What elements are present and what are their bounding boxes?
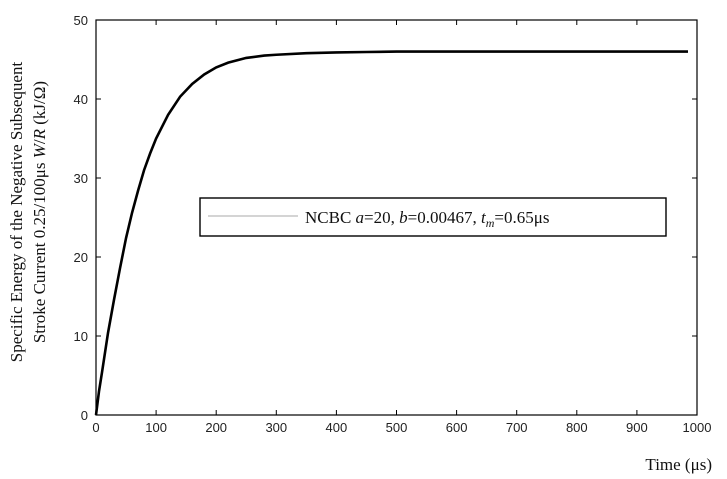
y-tick-label: 0 — [81, 408, 88, 423]
legend-box — [199, 197, 667, 237]
x-tick-label: 200 — [205, 420, 227, 435]
x-tick-label: 900 — [626, 420, 648, 435]
y-axis-title: Specific Energy of the Negative Subseque… — [7, 62, 49, 363]
y-axis-title-line1: Specific Energy of the Negative Subseque… — [7, 62, 26, 363]
x-tick-label: 1000 — [683, 420, 712, 435]
x-tick-label: 100 — [145, 420, 167, 435]
x-axis-title: Time (μs) — [645, 455, 712, 474]
series-line — [94, 50, 688, 416]
y-tick-label: 50 — [74, 13, 88, 28]
y-tick-label: 40 — [74, 92, 88, 107]
y-axis-ticks: 0 10 20 30 40 50 — [74, 13, 697, 423]
x-tick-label: 400 — [326, 420, 348, 435]
legend: NCBC a=20, b=0.00467, tm=0.65μs — [199, 197, 667, 237]
y-tick-label: 30 — [74, 171, 88, 186]
x-tick-label: 0 — [92, 420, 99, 435]
x-tick-label: 500 — [386, 420, 408, 435]
x-tick-label: 700 — [506, 420, 528, 435]
legend-label: NCBC a=20, b=0.00467, tm=0.65μs — [305, 208, 549, 230]
x-tick-label: 300 — [265, 420, 287, 435]
x-axis-ticks: 0 100 200 300 400 500 600 700 800 900 1000 — [92, 20, 711, 435]
x-tick-label: 800 — [566, 420, 588, 435]
x-tick-label: 600 — [446, 420, 468, 435]
y-tick-label: 10 — [74, 329, 88, 344]
y-axis-title-line2: Stroke Current 0.25/100μs W/R (kJ/Ω) — [30, 81, 49, 343]
y-tick-label: 20 — [74, 250, 88, 265]
